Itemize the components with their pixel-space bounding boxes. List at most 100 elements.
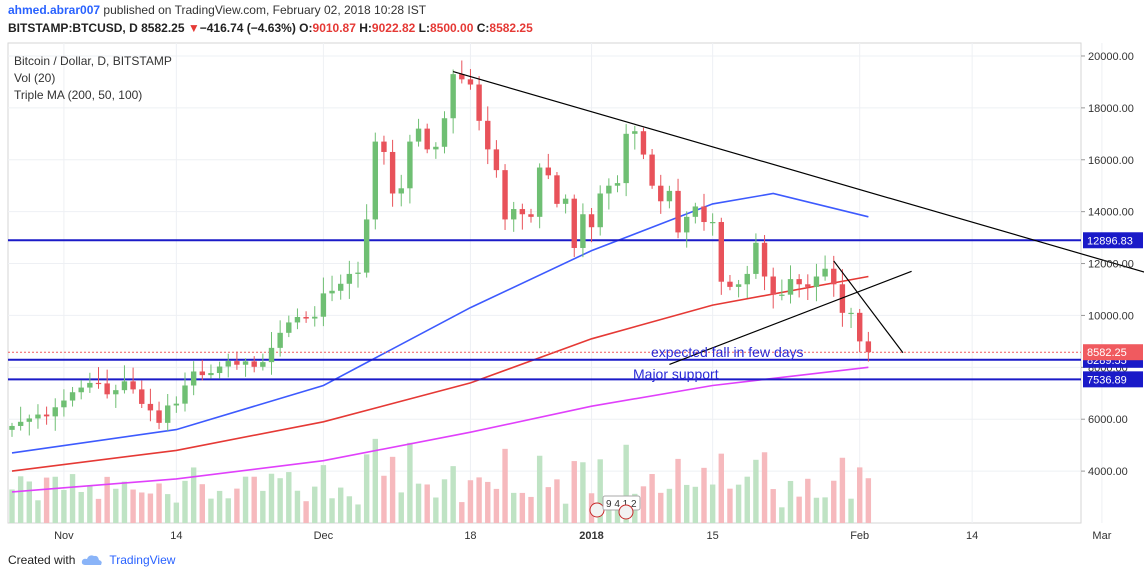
candle-body [312,316,318,319]
volume-bar [545,487,551,523]
candle-body [35,414,41,419]
volume-bar [190,467,197,523]
volume-bar [52,476,58,523]
candle-body [199,371,205,376]
volume-bar [684,484,690,523]
candle-body [113,390,119,395]
volume-bar [502,448,508,523]
volume-bar [225,498,231,523]
x-tick-label: Dec [314,530,334,542]
volume-bar [208,498,214,523]
trendlines[interactable] [452,70,1144,366]
volume-bar [35,500,41,523]
price-axis[interactable]: 20000.00 18000.00 16000.00 14000.00 12000.00… [1081,51,1134,478]
chart-legend: Bitcoin / Dollar, D, BITSTAMP Vol (20) T… [14,53,172,104]
candle-body [614,183,621,186]
low-value: 8500.00 [429,21,474,35]
candle-body [216,366,223,374]
event-badge-text: 9 4 1 2 [606,499,637,510]
volume-bar [139,492,145,523]
candle-body [632,131,638,134]
volume-bar [459,502,465,523]
trendline[interactable] [833,260,904,354]
volume-bar [770,489,776,523]
volume-bar [761,452,768,523]
level-tag [1083,232,1143,249]
candle-body [329,290,335,294]
author-link[interactable]: ahmed.abrar007 [8,3,101,17]
volume-bar [787,480,794,523]
event-flags[interactable]: 9 4 1 2 [589,495,641,520]
volume-bar [216,490,223,523]
moving-average-line [11,192,869,454]
volume-bar [286,472,292,523]
volume-bar [614,505,621,523]
volume-bar [813,497,820,523]
low-label: L: [418,21,430,35]
candle-body [580,214,586,248]
footer: Created with TradingView [8,553,175,567]
candle-body [268,347,275,363]
candle-body [52,407,58,417]
moving-average-line [11,275,869,472]
high-label: H: [359,21,372,35]
candle-body [165,405,171,423]
volume-bar [43,477,50,523]
candle-body [139,389,145,404]
candle-body [588,214,595,228]
volume-bar [9,489,15,523]
us-flag-icon[interactable] [589,502,605,518]
legend-moving-averages: Triple MA (200, 50, 100) [14,88,143,102]
tradingview-link[interactable]: TradingView [109,553,176,567]
ohlc-header: BITSTAMP:BTCUSD, D 8582.25 ▼−416.74 (−4.… [8,21,533,35]
grid [8,43,1103,523]
volume-bar [709,484,716,523]
candle-body [78,387,84,393]
volume-bar [113,488,119,523]
annotation-major-support[interactable]: Major support [633,366,719,382]
volume-bar [312,486,318,523]
candle-body [9,425,15,430]
candle-body [658,185,664,202]
candle-body [208,373,214,376]
x-tick-label: 15 [707,530,719,542]
candle-body [528,214,534,217]
candle-body [130,381,136,390]
y-tick-label: 12000.00 [1088,259,1134,271]
volume-bar [805,478,811,523]
volume-bar [303,501,309,523]
candle-body [424,128,430,150]
y-tick-label: 14000.00 [1088,207,1134,219]
candle-body [277,332,283,348]
volume-bar [744,476,750,523]
y-tick-label: 18000.00 [1088,103,1134,115]
time-axis[interactable]: Nov14Dec18201815Feb14Mar19Apr16 [54,530,1144,542]
volume-bar [398,492,404,523]
legend-title: Bitcoin / Dollar, D, BITSTAMP [14,54,172,68]
us-flag-icon[interactable] [618,504,634,520]
down-arrow-icon: ▼ [187,21,200,35]
y-tick-label: 4000.00 [1088,466,1128,478]
candle-body [441,118,448,147]
x-tick-label: 14 [966,530,978,542]
open-label: O: [299,21,313,35]
last-price: 8582.25 [141,21,185,35]
volume-bars [9,438,872,523]
horizontal-levels[interactable] [8,239,1081,381]
plot-area[interactable] [7,42,1082,524]
trendline[interactable] [669,270,912,366]
trendline[interactable] [452,70,1144,366]
annotation-expected-fall[interactable]: expected fall in few days [651,344,804,360]
candle-body [121,381,128,391]
volume-bar [17,476,24,523]
volume-bar [640,486,647,523]
volume-bar [718,453,724,523]
candle-body [779,294,785,296]
volume-bar [69,474,76,523]
volume-bar [389,456,396,523]
volume-bar [95,498,102,523]
volume-bar [675,458,681,523]
y-tick-label: 6000.00 [1088,414,1128,426]
volume-bar [467,480,474,523]
